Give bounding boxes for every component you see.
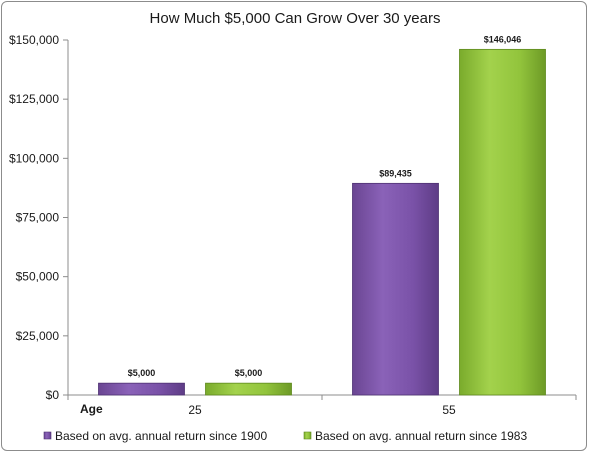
y-tick-label: $25,000 <box>16 329 60 343</box>
y-tick-label: $50,000 <box>16 270 60 284</box>
y-tick-label: $150,000 <box>9 33 59 47</box>
y-tick-label: $75,000 <box>16 211 60 225</box>
bars <box>98 48 546 396</box>
data-label: $5,000 <box>235 368 263 378</box>
x-axis-prefix-label: Age <box>80 402 103 416</box>
bar-since-1900-age-55 <box>352 182 439 396</box>
legend-label: Based on avg. annual return since 1900 <box>55 429 267 443</box>
legend-swatch <box>303 431 312 440</box>
legend-swatch <box>43 431 52 440</box>
y-tick-label: $0 <box>46 388 60 402</box>
x-axis: Age 25 55 <box>67 394 577 417</box>
y-axis: $0 $25,000 $50,000 $75,000 $100,000 $125,000 $… <box>9 33 69 402</box>
bar-since-1983-age-55 <box>459 48 546 396</box>
data-label: $5,000 <box>128 368 156 378</box>
chart-title: How Much $5,000 Can Grow Over 30 years <box>150 10 441 27</box>
legend: Based on avg. annual return since 1900 Ba… <box>43 429 527 443</box>
data-labels: $5,000 $5,000 $89,435 $146,046 <box>128 34 522 378</box>
legend-label: Based on avg. annual return since 1983 <box>315 429 527 443</box>
y-tick-label: $125,000 <box>9 92 59 106</box>
x-tick-label: 55 <box>442 403 456 417</box>
data-label: $146,046 <box>484 34 522 44</box>
data-label: $89,435 <box>379 168 412 178</box>
bar-since-1983-age-25 <box>205 382 292 396</box>
y-tick-label: $100,000 <box>9 151 59 165</box>
x-tick-label: 25 <box>188 403 202 417</box>
bar-since-1900-age-25 <box>98 382 185 396</box>
